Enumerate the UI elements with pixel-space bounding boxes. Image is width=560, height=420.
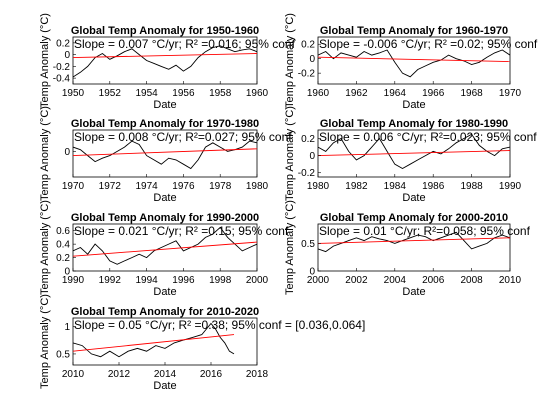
subplot-5: 1990 1992 1994 1996 1998 2000 0 0.2 0.4 0.6 Date Te… — [39, 200, 289, 298]
subplot-2: 1960 1962 1964 1966 1968 1970 -0.2 0 0.2 Date Temp… — [284, 13, 538, 111]
subplot-title: Global Temp Anomaly for 2010-2020 — [71, 306, 259, 318]
x-tick-label: 2016 — [200, 369, 223, 380]
x-tick-label: 2004 — [384, 275, 407, 286]
subplot-4: 1980 1982 1984 1986 1988 1990 -0.2 0 0.2 Date Temp… — [284, 106, 537, 204]
y-tick-label: 0.2 — [301, 134, 315, 145]
x-tick-label: 1970 — [499, 88, 522, 99]
subplot-1: 1950 1952 1954 1956 1958 1960 -0.4-0.200.2 Date… — [39, 13, 296, 111]
subplot-title: Global Temp Anomaly for 1960-1970 — [320, 25, 508, 37]
x-tick-label: 1952 — [99, 88, 122, 99]
x-tick-label: 2018 — [246, 369, 269, 380]
y-tick-label: 0.2 — [56, 38, 70, 49]
x-tick-label: 1950 — [62, 88, 85, 99]
x-tick-label: 2014 — [154, 369, 177, 380]
subplot-7: 2010 2012 2014 2016 2018 0.5 1 Date Temp Anomaly… — [39, 294, 365, 392]
fit-annotation: Slope = 0.006 °C/yr; R²=0.023; 95% conf — [319, 130, 537, 144]
y-axis-label: Temp Anomaly (°C) — [39, 13, 51, 108]
fit-annotation: Slope = 0.007 °C/yr; R² =0.016; 95% conf — [74, 37, 296, 51]
y-tick-label: -0.2 — [298, 69, 316, 80]
x-tick-label: 1968 — [460, 88, 483, 99]
x-tick-label: 1980 — [307, 181, 330, 192]
x-tick-label: 1980 — [246, 181, 269, 192]
y-axis-label: Temp Anomaly (°C) — [284, 13, 296, 108]
y-tick-label: 0.4 — [56, 240, 70, 251]
subplot-title: Global Temp Anomaly for 1950-1960 — [71, 25, 259, 37]
x-tick-label: 1976 — [172, 181, 195, 192]
x-tick-label: 1970 — [62, 181, 85, 192]
x-tick-label: 1966 — [422, 88, 445, 99]
subplot-title: Global Temp Anomaly for 1980-1990 — [320, 118, 508, 130]
x-tick-label: 1994 — [135, 275, 158, 286]
x-tick-label: 1988 — [460, 181, 483, 192]
x-tick-label: 1960 — [307, 88, 330, 99]
x-tick-label: 1954 — [135, 88, 158, 99]
y-tick-label: 0 — [309, 267, 315, 278]
y-tick-label: 0.2 — [301, 40, 315, 51]
x-axis-label: Date — [153, 380, 176, 392]
y-tick-label: 0 — [309, 151, 315, 162]
y-axis-label: Temp Anomaly (°C) — [39, 294, 51, 389]
x-tick-label: 1962 — [345, 88, 368, 99]
x-tick-label: 2008 — [460, 275, 483, 286]
y-tick-label: -0.2 — [298, 168, 316, 179]
y-axis-label: Temp Anomaly (°C) — [39, 106, 51, 201]
y-tick-label: 0 — [309, 54, 315, 65]
x-tick-label: 1990 — [499, 181, 522, 192]
x-tick-label: 1992 — [99, 275, 122, 286]
x-tick-label: 2000 — [246, 275, 269, 286]
fit-annotation: Slope = -0.006 °C/yr; R² =0.02; 95% conf — [319, 37, 538, 51]
x-axis-label: Date — [402, 192, 425, 204]
y-axis-label: Temp Anomaly (°C) — [284, 106, 296, 201]
y-tick-label: -0.2 — [53, 62, 71, 73]
x-axis-label: Date — [402, 99, 425, 111]
subplot-title: Global Temp Anomaly for 2000-2010 — [320, 212, 508, 224]
fit-annotation: Slope = 0.021 °C/yr; R² =0.15; 95% conf — [74, 224, 289, 238]
x-axis-label: Date — [153, 286, 176, 298]
y-tick-label: 0.5 — [56, 349, 70, 360]
x-tick-label: 1978 — [209, 181, 232, 192]
x-tick-label: 1996 — [172, 275, 195, 286]
fit-annotation: Slope = 0.01 °C/yr; R²=0.058; 95% conf — [319, 224, 531, 238]
x-axis-label: Date — [153, 192, 176, 204]
y-tick-label: 0 — [64, 267, 70, 278]
x-tick-label: 1958 — [209, 88, 232, 99]
x-tick-label: 1974 — [135, 181, 158, 192]
x-tick-label: 1986 — [422, 181, 445, 192]
x-tick-label: 1982 — [345, 181, 368, 192]
x-tick-label: 1972 — [99, 181, 122, 192]
x-tick-label: 1998 — [209, 275, 232, 286]
x-tick-label: 2012 — [108, 369, 131, 380]
y-tick-label: 1 — [64, 322, 70, 333]
subplot-title: Global Temp Anomaly for 1970-1980 — [71, 118, 259, 130]
x-tick-label: 2002 — [345, 275, 368, 286]
y-tick-label: -0.4 — [53, 74, 71, 85]
x-tick-label: 2010 — [62, 369, 85, 380]
x-tick-label: 2010 — [499, 275, 522, 286]
x-axis-label: Date — [402, 286, 425, 298]
y-axis-label: Temp Anomaly (°C) — [284, 200, 296, 295]
x-tick-label: 1964 — [384, 88, 407, 99]
x-tick-label: 1984 — [384, 181, 407, 192]
y-axis-label: Temp Anomaly (°C) — [39, 200, 51, 295]
subplot-6: 2000 2002 2004 2006 2008 2010 0 0.5 Date Temp Ano… — [284, 200, 531, 298]
y-tick-label: 0 — [64, 50, 70, 61]
y-tick-label: 0.5 — [301, 239, 315, 250]
x-axis-label: Date — [153, 99, 176, 111]
x-tick-label: 1956 — [172, 88, 195, 99]
y-tick-label: 0.2 — [56, 253, 70, 264]
x-tick-label: 1960 — [246, 88, 269, 99]
fit-annotation: Slope = 0.008 °C/yr; R²=0.027; 95% conf — [74, 130, 292, 144]
fit-annotation: Slope = 0.05 °C/yr; R² =0.38; 95% conf =… — [74, 318, 365, 332]
y-tick-label: 0 — [64, 147, 70, 158]
y-tick-label: 0.6 — [56, 226, 70, 237]
subplot-title: Global Temp Anomaly for 1990-2000 — [71, 212, 259, 224]
x-tick-label: 2006 — [422, 275, 445, 286]
subplot-3: 1970 1972 1974 1976 1978 1980 0 Date Temp Anomal… — [39, 106, 292, 204]
